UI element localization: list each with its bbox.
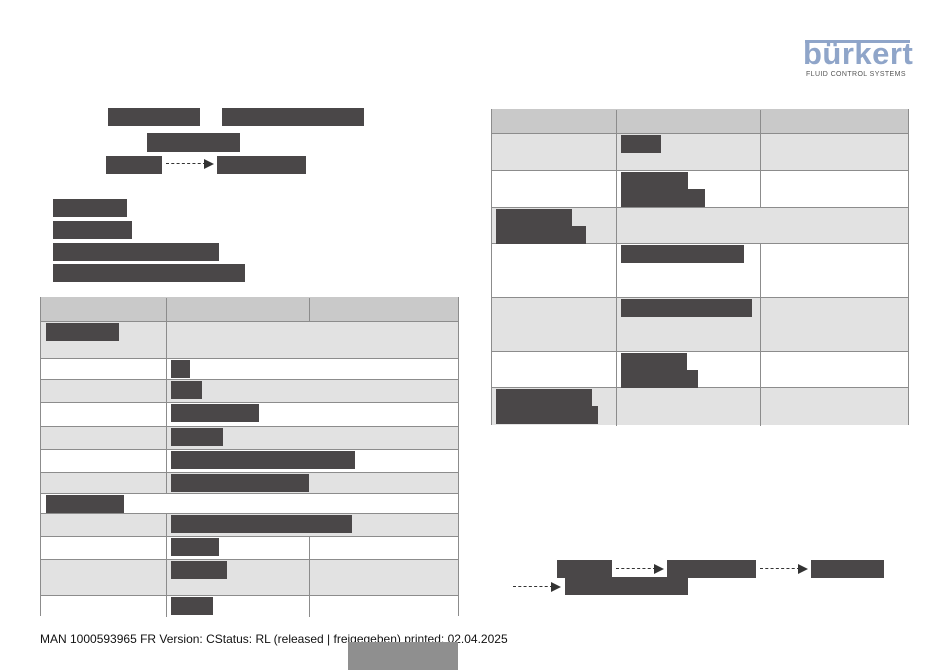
redacted-text (496, 226, 586, 244)
left-table (40, 297, 459, 617)
table-row (41, 379, 458, 402)
redacted-text (171, 404, 259, 422)
logo-wordmark: bürkert (803, 36, 914, 71)
page-tab (348, 642, 458, 670)
table-row (41, 493, 458, 513)
table-row (492, 351, 908, 387)
redacted-text (217, 156, 306, 174)
dashed-arrow-icon (166, 159, 214, 169)
redacted-text (621, 135, 661, 153)
redacted-text (171, 428, 223, 446)
redacted-text (222, 108, 364, 126)
redacted-text (496, 209, 572, 227)
redacted-text (171, 474, 309, 492)
redacted-text (171, 597, 213, 615)
redacted-text (621, 299, 752, 317)
table-header-row (492, 109, 908, 133)
redacted-text (621, 245, 744, 263)
redacted-text (171, 451, 355, 469)
redacted-text (621, 370, 698, 388)
dashed-arrow-icon (616, 564, 664, 574)
right-table (491, 109, 909, 426)
redacted-text (147, 133, 240, 152)
redacted-text (811, 560, 884, 578)
redacted-text (108, 108, 200, 126)
logo-rule (805, 40, 910, 43)
redacted-text (496, 406, 598, 424)
table-header-row (41, 297, 458, 321)
table-row (41, 536, 458, 559)
redacted-text (53, 243, 219, 261)
table-row (41, 559, 458, 595)
logo-tagline: FLUID CONTROL SYSTEMS (806, 71, 906, 78)
redacted-text (621, 189, 705, 207)
redacted-text (46, 323, 119, 341)
redacted-text (53, 199, 127, 217)
redacted-text (565, 577, 688, 595)
dashed-arrow-icon (760, 564, 808, 574)
redacted-text (171, 360, 190, 378)
redacted-text (46, 495, 124, 513)
redacted-text (53, 221, 132, 239)
redacted-text (171, 381, 202, 399)
redacted-text (171, 538, 219, 556)
table-row (492, 133, 908, 170)
table-row (41, 426, 458, 449)
redacted-text (667, 560, 756, 578)
redacted-text (171, 561, 227, 579)
redacted-text (557, 560, 612, 578)
redacted-text (53, 264, 245, 282)
redacted-text (621, 172, 688, 190)
redacted-text (621, 353, 687, 371)
dashed-arrow-icon (513, 582, 561, 592)
redacted-text (171, 515, 352, 533)
redacted-text (106, 156, 162, 174)
redacted-text (496, 389, 592, 407)
table-row (41, 595, 458, 616)
table-row (41, 358, 458, 379)
